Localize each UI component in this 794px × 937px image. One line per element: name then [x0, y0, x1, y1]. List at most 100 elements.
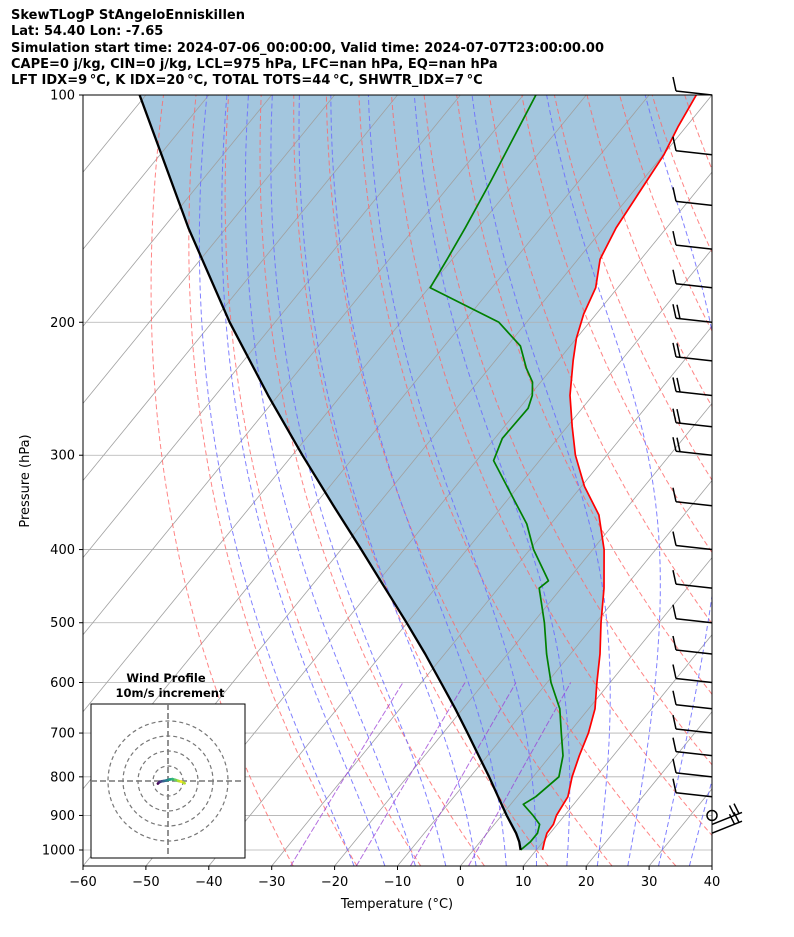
moist-adiabat [298, 95, 477, 866]
x-tick-label: −40 [195, 875, 222, 890]
isotherm [648, 788, 712, 866]
title-indices-2: LFT IDX=9 °C, K IDX=20 °C, TOTAL TOTS=44… [11, 73, 483, 89]
dewpoint-line [429, 95, 564, 851]
wind-barb [672, 269, 713, 289]
wind-barbs [672, 76, 743, 834]
x-tick-label: 40 [704, 875, 721, 890]
x-tick-label: −50 [132, 875, 159, 890]
isotherm [711, 865, 712, 866]
wind-barb [672, 664, 713, 684]
wind-barb [672, 377, 713, 397]
isotherm [585, 711, 712, 866]
moist-adiabat [221, 95, 386, 866]
moist-adiabat [413, 95, 571, 866]
dry-adiabat [259, 95, 485, 866]
title-indices-1: CAPE=0 j/kg, CIN=0 j/kg, LCL=975 hPa, LF… [11, 56, 498, 72]
y-axis: 100 200 300 400 500 600 700 800 900 1000 [42, 89, 83, 859]
dry-adiabat [488, 95, 712, 625]
dry-adiabat [783, 95, 794, 866]
y-tick-label: 200 [50, 316, 75, 331]
x-tick-label: −60 [69, 875, 96, 890]
dry-adiabat [150, 95, 294, 866]
isotherm [145, 171, 712, 866]
moist-adiabat [720, 95, 794, 866]
wind-barb [672, 136, 713, 156]
wind-barb [672, 570, 713, 589]
title-station: SkewTLogP StAngeloEnniskillen [11, 8, 245, 23]
y-tick-label: 900 [50, 809, 75, 824]
dry-adiabat [188, 95, 358, 866]
isotherm [775, 95, 794, 866]
isotherm [83, 95, 461, 559]
wind-barb [672, 487, 713, 507]
wind-barb [672, 437, 713, 456]
wind-barb [711, 812, 743, 834]
isotherm [83, 95, 84, 96]
isotherm [83, 95, 273, 327]
wind-barb [672, 737, 713, 757]
wind-barb [672, 531, 713, 551]
isotherm [460, 556, 712, 866]
moist-adiabat [546, 95, 661, 866]
dry-adiabat [750, 95, 794, 866]
title-location: Lat: 54.40 Lon: -7.65 [11, 24, 164, 40]
wind-barb [672, 778, 713, 798]
y-axis-label: Pressure (hPa) [18, 434, 33, 527]
wind-barb [672, 408, 713, 428]
inset-title: Wind Profile [126, 671, 206, 685]
isotherm [83, 95, 335, 405]
wind-barb [672, 342, 713, 362]
y-tick-label: 300 [50, 449, 75, 464]
dry-adiabat [224, 95, 422, 866]
parcel-line [138, 95, 522, 851]
mixing-ratio-line [290, 682, 404, 866]
chart-header: SkewTLogP StAngeloEnniskillen Lat: 54.40… [11, 8, 604, 89]
isotherm [334, 402, 712, 866]
mixing-ratio-line [355, 682, 466, 866]
wind-barb [711, 803, 743, 826]
inset-subtitle: 10m/s increment [116, 686, 225, 700]
mixing-ratio-line [468, 682, 572, 866]
isotherm [83, 95, 398, 482]
x-axis-label: Temperature (°C) [340, 897, 453, 912]
x-axis: −60 −50 −40 −30 −20 −10 0 10 20 30 40 [69, 866, 720, 890]
parcel-area-fill [139, 95, 697, 850]
wind-barb [672, 187, 713, 207]
x-tick-label: −20 [321, 875, 348, 890]
x-tick-label: 30 [641, 875, 658, 890]
moist-adiabat [198, 95, 355, 866]
x-tick-label: 0 [456, 875, 464, 890]
plot-area [83, 95, 794, 866]
moist-adiabat [471, 95, 611, 866]
calm-wind-circle [706, 809, 718, 822]
wind-barb [672, 714, 713, 734]
dry-adiabat [619, 95, 712, 333]
x-tick-label: −30 [258, 875, 285, 890]
wind-barb [672, 304, 713, 324]
isotherm [83, 95, 210, 250]
dry-adiabat [423, 95, 712, 766]
dry-adiabat [684, 95, 712, 171]
title-times: Simulation start time: 2024-07-06_00:00:… [11, 40, 604, 56]
mixing-ratio-line [409, 682, 517, 866]
y-tick-label: 400 [50, 543, 75, 558]
y-tick-label: 600 [50, 676, 75, 691]
isotherm [522, 634, 712, 866]
isotherm [83, 95, 587, 713]
wind-barb [672, 604, 713, 624]
wind-barb [672, 76, 713, 96]
isotherm [83, 95, 524, 636]
wind-barb [672, 635, 713, 655]
x-tick-label: 10 [515, 875, 532, 890]
y-tick-label: 100 [50, 89, 75, 104]
dry-adiabat [717, 95, 794, 866]
y-tick-label: 700 [50, 727, 75, 742]
dry-adiabat [391, 95, 712, 837]
moist-adiabat [244, 95, 416, 866]
x-tick-label: −10 [384, 875, 411, 890]
isotherm [208, 248, 712, 866]
moist-adiabat [688, 778, 712, 866]
x-tick-label: 20 [578, 875, 595, 890]
temperature-line [541, 95, 698, 851]
